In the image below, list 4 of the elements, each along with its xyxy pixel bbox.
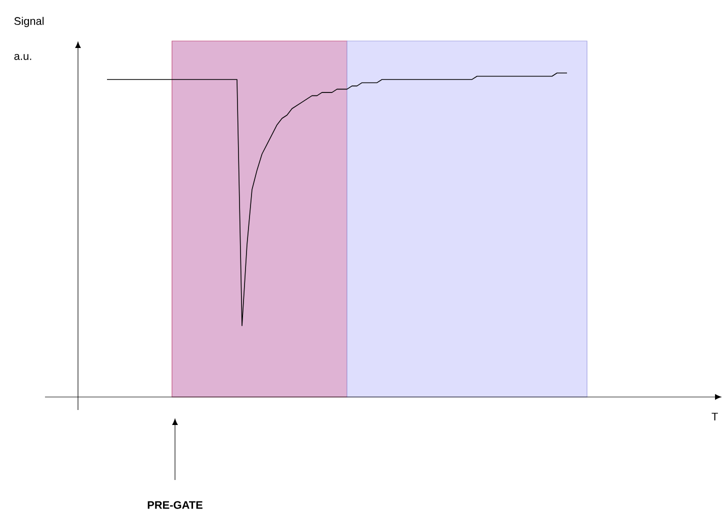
text: T [712,412,718,420]
text: Signal [14,16,44,28]
text: PRE-GATE [148,501,202,509]
text: a.u. [14,54,32,60]
